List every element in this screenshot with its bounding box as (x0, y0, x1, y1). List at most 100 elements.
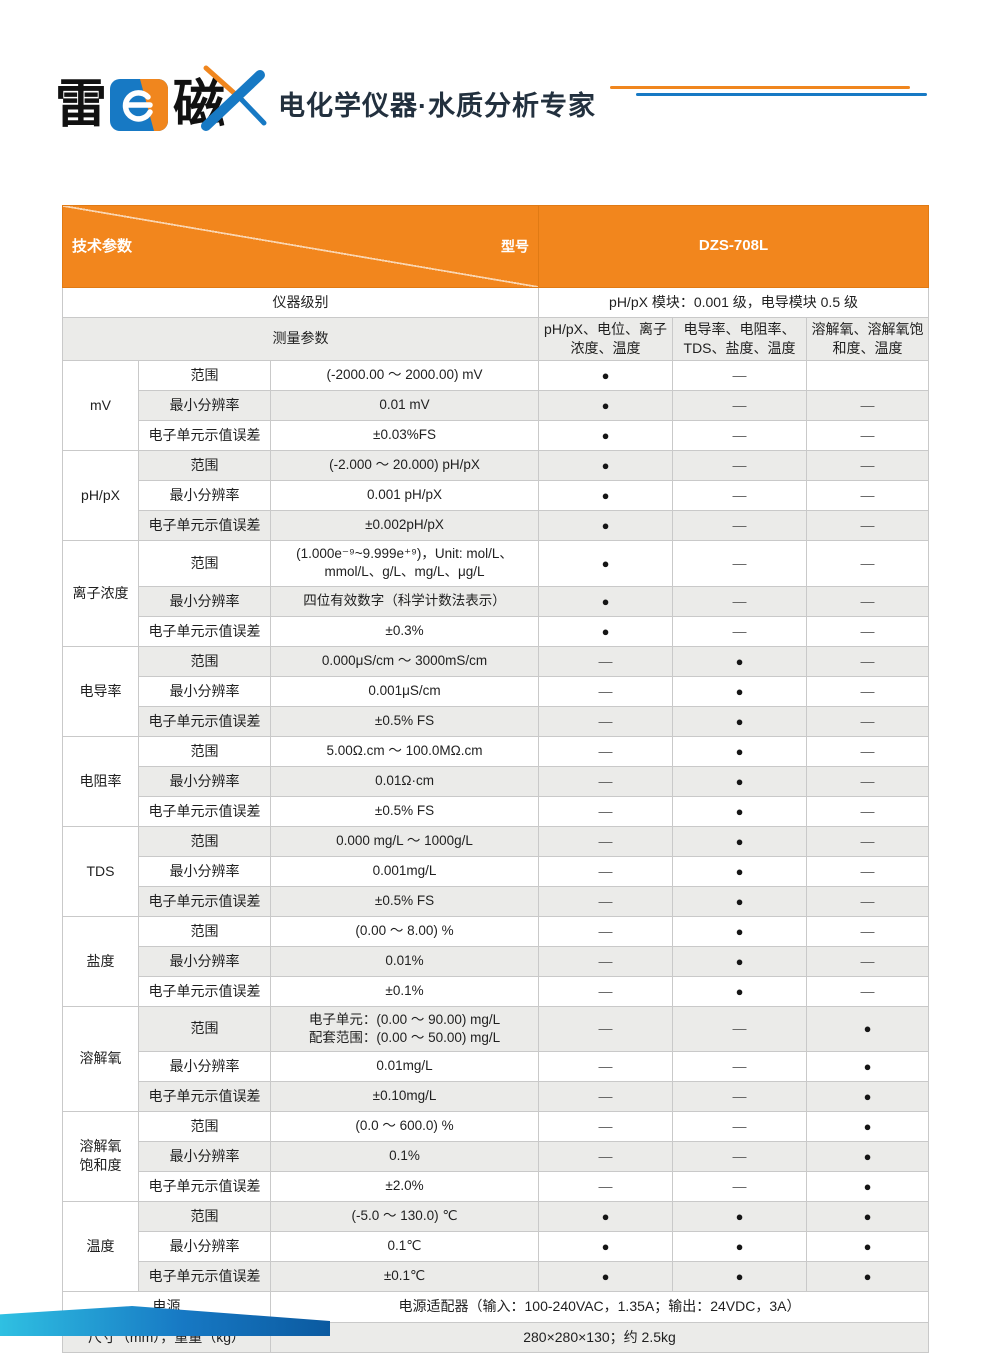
marker-cell: — (538, 1170, 674, 1202)
grade-value: pH/pX 模块：0.001 级，电导模块 0.5 级 (538, 287, 930, 318)
marker-cell: ● (806, 1140, 930, 1172)
value-cell: 电子单元：(0.00 ～ 90.00) mg/L 配套范围：(0.00 ～ 50… (269, 1005, 540, 1052)
logo-char-ci: 磁 (173, 76, 225, 134)
marker-cell: ● (672, 975, 808, 1007)
marker-cell: — (538, 645, 674, 677)
marker-cell: ● (538, 1200, 674, 1232)
marker-cell: ● (672, 675, 808, 707)
row-label: 最小分辨率 (138, 389, 271, 421)
brand-e-icon (110, 79, 169, 131)
marker-cell: — (538, 765, 674, 797)
params-label: 测量参数 (61, 317, 540, 361)
marker-cell: — (806, 825, 930, 857)
marker-cell: ● (806, 1260, 930, 1292)
marker-cell: — (538, 1080, 674, 1112)
marker-cell: — (672, 615, 808, 647)
marker-cell: — (806, 885, 930, 917)
row-label: 范围 (138, 359, 271, 391)
group-cell: 溶解氧 (62, 1005, 139, 1112)
value-cell: ±2.0% (269, 1170, 540, 1202)
row-label: 最小分辨率 (138, 1140, 271, 1172)
group-cell: mV (62, 359, 139, 451)
marker-cell: — (806, 615, 930, 647)
marker-cell: ● (672, 795, 808, 827)
value-cell: 0.01% (269, 945, 540, 977)
marker-cell: — (806, 855, 930, 887)
marker-cell: ● (538, 449, 674, 481)
row-label: 范围 (138, 1200, 271, 1232)
spec-table: 技术参数 型号 DZS-708L 仪器级别 pH/pX 模块：0.001 级，电… (61, 205, 930, 1353)
marker-cell: — (672, 1005, 808, 1052)
group-cell: 盐度 (62, 915, 139, 1007)
value-cell: 0.001μS/cm (269, 675, 540, 707)
marker-cell: — (538, 1110, 674, 1142)
marker-cell: — (806, 645, 930, 677)
marker-cell: — (672, 419, 808, 451)
marker-cell: ● (538, 539, 674, 587)
header-diagonal-divider (63, 206, 538, 287)
marker-cell: — (672, 509, 808, 541)
param-column-ph: pH/pX、电位、离子浓度、温度 (538, 317, 674, 361)
grade-label: 仪器级别 (61, 287, 540, 318)
marker-cell: — (538, 735, 674, 767)
row-label: 电子单元示值误差 (138, 975, 271, 1007)
marker-cell: ● (538, 1230, 674, 1262)
value-cell: 0.001mg/L (269, 855, 540, 887)
marker-cell: ● (672, 735, 808, 767)
marker-cell: — (672, 479, 808, 511)
marker-cell: ● (672, 1200, 808, 1232)
marker-cell: ● (806, 1050, 930, 1082)
marker-cell: — (672, 1110, 808, 1142)
marker-cell: ● (538, 615, 674, 647)
row-label: 最小分辨率 (138, 479, 271, 511)
marker-cell: — (806, 765, 930, 797)
group-cell: TDS (62, 825, 139, 917)
marker-cell: — (672, 1080, 808, 1112)
marker-cell: — (538, 675, 674, 707)
marker-cell: — (672, 359, 808, 391)
value-cell: (1.000e⁻⁹~9.999e⁺⁹)，Unit: mol/L、 mmol/L、… (269, 539, 540, 587)
deco-line-orange (610, 86, 910, 89)
marker-cell (806, 359, 930, 391)
marker-cell: ● (538, 585, 674, 617)
row-label: 范围 (138, 539, 271, 587)
brand-logo: 雷 磁 (55, 70, 225, 140)
group-cell: 电阻率 (62, 735, 139, 827)
marker-cell: — (806, 449, 930, 481)
value-cell: (0.0 ～ 600.0) % (269, 1110, 540, 1142)
row-label: 最小分辨率 (138, 675, 271, 707)
row-label: 范围 (138, 1110, 271, 1142)
marker-cell: ● (806, 1080, 930, 1112)
marker-cell: ● (806, 1170, 930, 1202)
marker-cell: ● (806, 1200, 930, 1232)
marker-cell: — (538, 1140, 674, 1172)
marker-cell: ● (538, 479, 674, 511)
group-cell: 温度 (62, 1200, 139, 1292)
row-label: 电子单元示值误差 (138, 509, 271, 541)
value-cell: ±0.5% FS (269, 885, 540, 917)
value-cell: 5.00Ω.cm ～ 100.0MΩ.cm (269, 735, 540, 767)
marker-cell: ● (672, 1230, 808, 1262)
param-column-cond: 电导率、电阻率、TDS、盐度、温度 (672, 317, 808, 361)
row-label: 最小分辨率 (138, 765, 271, 797)
marker-cell: ● (672, 855, 808, 887)
value-cell: ±0.1℃ (269, 1260, 540, 1292)
row-label: 电子单元示值误差 (138, 419, 271, 451)
marker-cell: ● (672, 825, 808, 857)
brand-x-icon (201, 65, 267, 131)
row-label: 范围 (138, 645, 271, 677)
row-label: 电子单元示值误差 (138, 1260, 271, 1292)
marker-cell: ● (672, 885, 808, 917)
marker-cell: — (672, 1140, 808, 1172)
value-cell: 0.01mg/L (269, 1050, 540, 1082)
value-cell: (0.00 ～ 8.00) % (269, 915, 540, 947)
marker-cell: ● (538, 389, 674, 421)
row-label: 最小分辨率 (138, 855, 271, 887)
row-label: 最小分辨率 (138, 1050, 271, 1082)
row-label: 范围 (138, 735, 271, 767)
marker-cell: — (538, 915, 674, 947)
marker-cell: — (538, 885, 674, 917)
marker-cell: ● (538, 419, 674, 451)
group-cell: 电导率 (62, 645, 139, 737)
table-title: 技术参数 (72, 237, 133, 255)
